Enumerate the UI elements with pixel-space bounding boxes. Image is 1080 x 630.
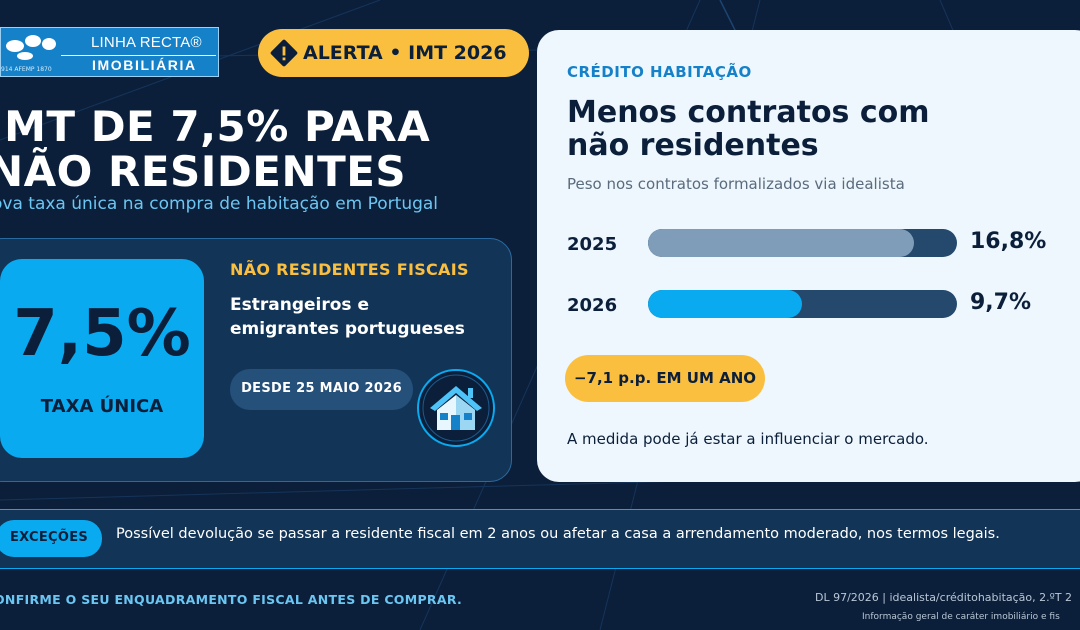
effective-date-label: DESDE 25 MAIO 2026: [241, 381, 402, 396]
bar-track-2026: [648, 290, 957, 318]
target-title: NÃO RESIDENTES FISCAIS: [230, 260, 469, 279]
effective-date-badge: DESDE 25 MAIO 2026: [230, 369, 413, 410]
credit-kicker: CRÉDITO HABITAÇÃO: [567, 63, 752, 81]
credit-subtitle: Peso nos contratos formalizados via idea…: [567, 175, 905, 193]
brand-logo: LINHA RECTA® IMOBILIÁRIA 914 AFEMP 1870: [0, 27, 219, 77]
delta-badge: −7,1 p.p. EM UM ANO: [565, 355, 765, 402]
footer-cta: ONFIRME O SEU ENQUADRAMENTO FISCAL ANTES…: [0, 592, 463, 607]
logo-sub-text: IMOBILIÁRIA: [92, 57, 197, 73]
logo-divider: [61, 55, 216, 56]
target-line-1: Estrangeiros e: [230, 295, 369, 315]
rate-value: 7,5%: [13, 297, 191, 371]
credit-title-line-2: não residentes: [567, 128, 819, 163]
rate-box: 7,5% TAXA ÚNICA: [0, 259, 204, 458]
house-icon: [417, 369, 495, 447]
rate-label: TAXA ÚNICA: [40, 396, 164, 417]
bar-value-2026: 9,7%: [970, 290, 1032, 315]
logo-license-text: 914 AFEMP 1870: [1, 66, 52, 73]
credit-title: Menos contratos com não residentes: [567, 96, 930, 162]
bar-year-2025: 2025: [567, 234, 618, 255]
bar-year-2026: 2026: [567, 295, 618, 316]
alert-label: ALERTA • IMT 2026: [303, 42, 507, 64]
page-subtitle: ova taxa única na compra de habitação em…: [0, 194, 439, 214]
credit-note: A medida pode já estar a influenciar o m…: [567, 430, 929, 448]
credit-title-line-1: Menos contratos com: [567, 95, 930, 130]
exceptions-band: [0, 509, 1080, 569]
title-line-2: NÃO RESIDENTES: [0, 147, 407, 196]
bar-track-2025: [648, 229, 957, 257]
logo-brand-text: LINHA RECTA®: [91, 34, 202, 51]
delta-label: −7,1 p.p. EM UM ANO: [573, 369, 757, 387]
footer-sources: DL 97/2026 | idealista/créditohabitação,…: [815, 591, 1073, 604]
exceptions-text: Possível devolução se passar a residente…: [116, 526, 1000, 542]
page-title: IMT DE 7,5% PARA NÃO RESIDENTES: [0, 104, 430, 194]
exceptions-label: EXCEÇÕES: [9, 530, 89, 545]
footer-disclaimer: Informação geral de caráter imobiliário …: [862, 612, 1060, 622]
bar-value-2025: 16,8%: [970, 229, 1047, 254]
target-line-2: emigrantes portugueses: [230, 319, 465, 339]
bar-fill-2026: [648, 290, 802, 318]
alert-badge: ALERTA • IMT 2026: [258, 29, 529, 77]
bar-fill-2025: [648, 229, 915, 257]
warning-diamond-icon: [270, 39, 298, 67]
title-line-1: IMT DE 7,5% PARA: [0, 102, 431, 151]
logo-footprints-icon: [6, 35, 56, 60]
exceptions-badge: EXCEÇÕES: [0, 520, 102, 557]
target-description: Estrangeiros e emigrantes portugueses: [230, 293, 465, 341]
